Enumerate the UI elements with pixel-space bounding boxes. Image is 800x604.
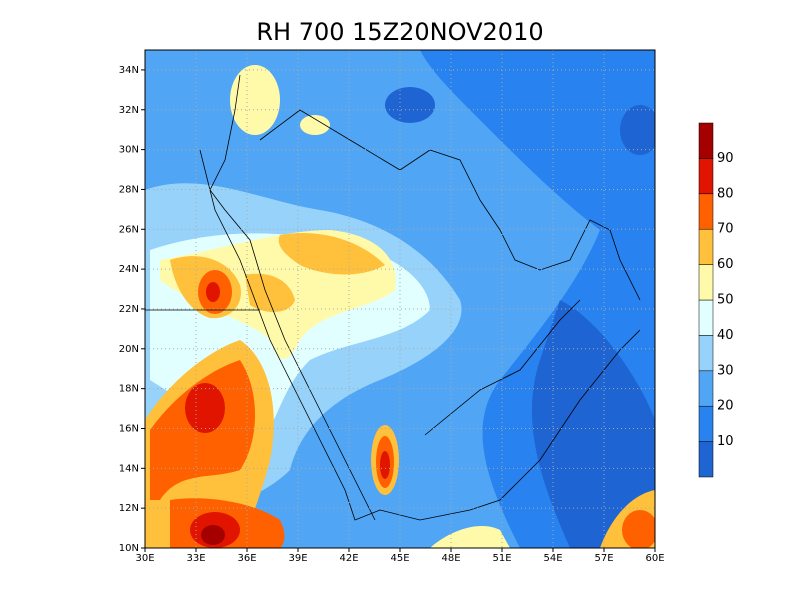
colorbar-label: 20 bbox=[717, 399, 734, 414]
colorbar: 10 20 30 40 50 60 70 80 90 bbox=[698, 122, 734, 478]
lat-label: 14N bbox=[119, 463, 139, 474]
colorbar-swatch bbox=[698, 122, 714, 159]
lat-label: 32N bbox=[119, 105, 139, 116]
colorbar-swatch bbox=[698, 370, 714, 407]
lat-label: 20N bbox=[119, 344, 139, 355]
colorbar-swatch bbox=[698, 264, 714, 301]
lon-label: 39E bbox=[288, 553, 307, 564]
lat-label: 34N bbox=[119, 65, 139, 76]
colorbar-label: 10 bbox=[717, 434, 734, 449]
colorbar-label: 70 bbox=[717, 222, 734, 237]
lon-label: 36E bbox=[237, 553, 256, 564]
lon-label: 51E bbox=[492, 553, 511, 564]
colorbar-swatch bbox=[698, 299, 714, 336]
colorbar-swatch bbox=[698, 193, 714, 230]
lon-label: 30E bbox=[135, 553, 154, 564]
colorbar-label: 90 bbox=[717, 151, 734, 166]
colorbar-swatch bbox=[698, 335, 714, 372]
lat-label: 22N bbox=[119, 304, 139, 315]
coastlines bbox=[145, 74, 641, 521]
lat-label: 26N bbox=[119, 224, 139, 235]
lon-label: 57E bbox=[594, 553, 613, 564]
lon-label: 42E bbox=[339, 553, 358, 564]
colorbar-swatch bbox=[698, 228, 714, 265]
lon-label: 45E bbox=[390, 553, 409, 564]
lat-label: 28N bbox=[119, 184, 139, 195]
graticule: 30E 33E 36E 39E 42E 45E 48E 51E 54E 57E 60E 10N 12N 1… bbox=[119, 50, 665, 564]
colorbar-label: 30 bbox=[717, 363, 734, 378]
lat-label: 18N bbox=[119, 384, 139, 395]
lat-label: 24N bbox=[119, 264, 139, 275]
lon-label: 54E bbox=[543, 553, 562, 564]
lon-label: 60E bbox=[645, 553, 664, 564]
colorbar-label: 60 bbox=[717, 257, 734, 272]
lat-label: 10N bbox=[119, 543, 139, 554]
colorbar-swatch bbox=[698, 158, 714, 195]
lat-label: 12N bbox=[119, 503, 139, 514]
rh-field bbox=[145, 50, 655, 548]
lat-label: 30N bbox=[119, 145, 139, 156]
lon-label: 48E bbox=[441, 553, 460, 564]
title: RH 700 15Z20NOV2010 bbox=[256, 18, 543, 46]
colorbar-swatch bbox=[698, 441, 714, 478]
colorbar-label: 40 bbox=[717, 328, 734, 343]
plot-frame bbox=[144, 49, 656, 549]
lon-label: 33E bbox=[186, 553, 205, 564]
lat-label: 16N bbox=[119, 423, 139, 434]
colorbar-label: 50 bbox=[717, 293, 734, 308]
colorbar-swatch bbox=[698, 405, 714, 442]
colorbar-label: 80 bbox=[717, 186, 734, 201]
